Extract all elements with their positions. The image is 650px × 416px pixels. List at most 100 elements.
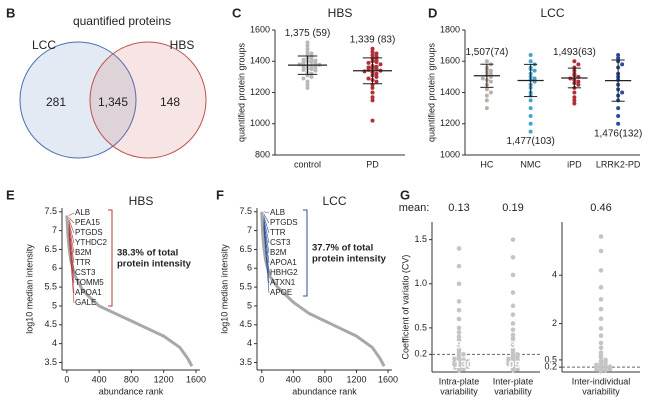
- data-point: [461, 357, 466, 362]
- data-point: [452, 359, 457, 365]
- y-tick-label: 7: [247, 225, 252, 235]
- data-point: [572, 90, 577, 95]
- x-tick-label: Inter-plate: [493, 376, 534, 386]
- data-point: [305, 79, 310, 84]
- x-tick-label: NMC: [520, 159, 541, 169]
- y-tick-label: 1600: [440, 56, 460, 66]
- y-tick-label: 4.5: [44, 319, 57, 329]
- protein-label: ALB: [75, 208, 90, 217]
- data-point: [301, 76, 306, 81]
- data-point: [484, 59, 489, 64]
- value-label: 1,375 (59): [285, 28, 331, 39]
- y-tick-label: 4: [552, 270, 557, 280]
- data-point: [510, 312, 516, 317]
- data-point: [456, 307, 462, 313]
- protein-label: YTHDC2: [75, 238, 108, 247]
- protein-label: PTGDS: [270, 218, 298, 227]
- y-tick-label: 0.2: [544, 362, 557, 372]
- data-point: [301, 60, 306, 65]
- x-tick-label: 800: [317, 374, 332, 384]
- data-point: [510, 290, 516, 295]
- data-point: [452, 356, 457, 362]
- y-tick-label: 3.5: [239, 357, 252, 367]
- data-point: [598, 316, 604, 322]
- y-axis-label: Coefficient of variatio (CV): [400, 255, 410, 360]
- data-point: [616, 106, 621, 111]
- protein-label: PTGDS: [75, 228, 103, 237]
- y-tick-label: 5: [52, 300, 57, 310]
- data-point: [456, 281, 462, 287]
- y-tick-label: 0.5: [544, 354, 557, 364]
- x-tick-label: 400: [286, 374, 301, 384]
- y-tick-label: 1.5: [414, 234, 427, 244]
- data-point: [528, 113, 533, 118]
- protein-leader: [263, 215, 270, 234]
- data-point: [309, 51, 314, 56]
- data-point: [488, 79, 493, 84]
- data-point: [528, 106, 533, 111]
- x-tick-label: 1600: [186, 374, 206, 384]
- y-axis-label: log10 median intensity: [24, 244, 34, 334]
- venn-count: 281: [46, 95, 66, 109]
- data-point: [510, 272, 516, 278]
- data-point: [572, 59, 577, 64]
- x-tick-label: Inter-individual: [572, 376, 631, 386]
- data-point: [374, 51, 379, 56]
- data-point: [532, 68, 537, 73]
- data-point: [616, 121, 621, 126]
- protein-label: B2M: [75, 248, 92, 257]
- protein-leader: [263, 213, 270, 224]
- protein-leader: [68, 233, 75, 304]
- data-point: [297, 62, 302, 67]
- data-point: [572, 101, 577, 106]
- data-point: [515, 352, 520, 357]
- panel-letter: C: [232, 5, 242, 20]
- data-point: [532, 76, 537, 81]
- y-tick-label: 4: [52, 338, 57, 348]
- x-tick-label: variability: [582, 386, 620, 396]
- data-point: [484, 87, 489, 92]
- data-point: [528, 59, 533, 64]
- value-label: 1,476(132): [594, 128, 642, 139]
- protein-label: HBHG2: [270, 268, 298, 277]
- x-axis-label: abundance rank: [99, 386, 164, 396]
- data-point: [456, 325, 462, 331]
- chart-title: HBS: [129, 194, 154, 208]
- protein-leader: [263, 221, 270, 264]
- chart-title: LCC: [322, 194, 346, 208]
- protein-leader: [68, 212, 75, 216]
- count-above: 530: [504, 339, 522, 351]
- venn-set-label: HBS: [170, 38, 195, 52]
- data-point: [309, 74, 314, 79]
- data-point: [366, 60, 371, 65]
- bracket: [108, 209, 113, 307]
- protein-label: ATXN1: [270, 278, 296, 287]
- data-point: [362, 69, 367, 74]
- data-point: [305, 85, 310, 90]
- x-tick-label: 800: [124, 374, 139, 384]
- data-point: [510, 237, 516, 242]
- protein-leader: [68, 217, 75, 224]
- rank-curve: [65, 215, 194, 367]
- protein-leader: [263, 227, 270, 294]
- y-tick-label: 2: [552, 318, 557, 328]
- protein-label: APOE: [270, 288, 292, 297]
- chart-title: HBS: [328, 6, 353, 20]
- x-tick-label: variability: [440, 386, 478, 396]
- venn-circle: [19, 41, 137, 159]
- data-point: [309, 60, 314, 65]
- data-point: [598, 340, 604, 346]
- protein-label: ALB: [270, 208, 285, 217]
- data-point: [370, 95, 375, 100]
- y-tick-label: 7.5: [44, 206, 57, 216]
- data-point: [598, 248, 604, 254]
- data-point: [461, 352, 466, 357]
- protein-label: CST3: [270, 238, 291, 247]
- protein-label: TOMM5: [75, 278, 104, 287]
- data-point: [510, 303, 516, 309]
- panel-letter: F: [216, 187, 224, 202]
- data-point: [598, 350, 604, 355]
- panel-letter: D: [428, 5, 437, 20]
- data-point: [456, 337, 462, 343]
- protein-leader: [263, 223, 270, 274]
